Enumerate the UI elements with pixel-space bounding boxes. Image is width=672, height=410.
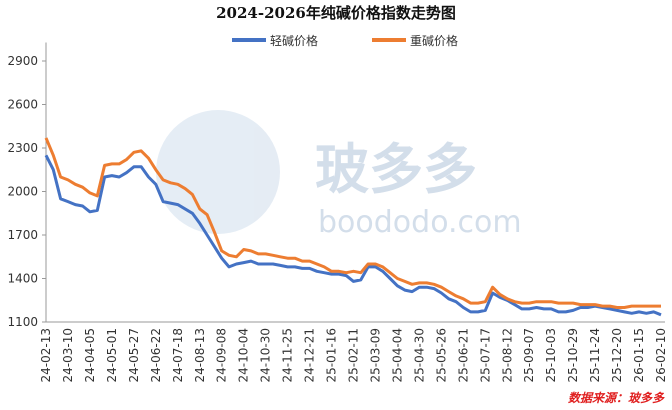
x-tick-label: 25-09-07 (522, 328, 536, 382)
x-tick-label: 25-02-11 (347, 328, 361, 382)
watermark-text: boododo.com (318, 205, 522, 240)
x-tick-label: 25-04-04 (390, 328, 404, 382)
y-tick-label: 2900 (7, 54, 38, 68)
x-tick-label: 25-11-24 (588, 328, 602, 382)
x-tick-label: 25-06-21 (456, 328, 470, 382)
x-tick-label: 25-10-03 (544, 328, 558, 382)
x-tick-label: 24-05-01 (105, 328, 119, 382)
x-tick-label: 25-10-29 (566, 328, 580, 382)
y-tick-label: 2600 (7, 98, 38, 112)
y-tick-label: 2300 (7, 141, 38, 155)
x-tick-label: 24-07-18 (171, 328, 185, 382)
y-tick-label: 1100 (7, 315, 38, 329)
source-note: 数据来源：玻多多 (568, 391, 665, 405)
x-tick-label: 25-12-20 (610, 328, 624, 382)
x-tick-label: 24-11-25 (281, 328, 295, 382)
x-tick-label: 25-03-09 (368, 328, 382, 382)
x-tick-label: 24-03-10 (61, 328, 75, 382)
x-tick-label: 24-10-04 (237, 328, 251, 382)
legend-label: 轻碱价格 (270, 33, 318, 48)
x-tick-label: 24-06-22 (149, 328, 163, 382)
x-tick-label: 25-08-12 (500, 328, 514, 382)
series-line (44, 154, 662, 317)
x-tick-label: 24-09-08 (215, 328, 229, 382)
x-tick-label: 26-01-15 (632, 328, 646, 382)
x-tick-label: 26-02-10 (654, 328, 668, 382)
x-tick-label: 25-07-17 (478, 328, 492, 382)
x-tick-label: 24-05-27 (127, 328, 141, 382)
y-tick-label: 1700 (7, 228, 38, 242)
y-tick-label: 2000 (7, 185, 38, 199)
x-tick-label: 24-04-05 (83, 328, 97, 382)
watermark-logo (156, 110, 280, 234)
series-line (44, 137, 661, 309)
legend-label: 重碱价格 (410, 33, 458, 48)
x-tick-label: 25-05-26 (434, 328, 448, 382)
x-tick-label: 24-08-13 (193, 328, 207, 382)
watermark-text: 玻多多 (315, 138, 477, 201)
x-tick-label: 24-02-13 (39, 328, 53, 382)
x-tick-label: 24-12-21 (303, 328, 317, 382)
x-tick-label: 24-10-30 (259, 328, 273, 382)
x-tick-label: 25-04-30 (412, 328, 426, 382)
watermark: 玻多多 boododo.com (156, 110, 522, 240)
y-tick-label: 1400 (7, 272, 38, 286)
x-tick-label: 25-01-16 (325, 328, 339, 382)
chart-title: 2024-2026年纯碱价格指数走势图 (216, 4, 456, 22)
